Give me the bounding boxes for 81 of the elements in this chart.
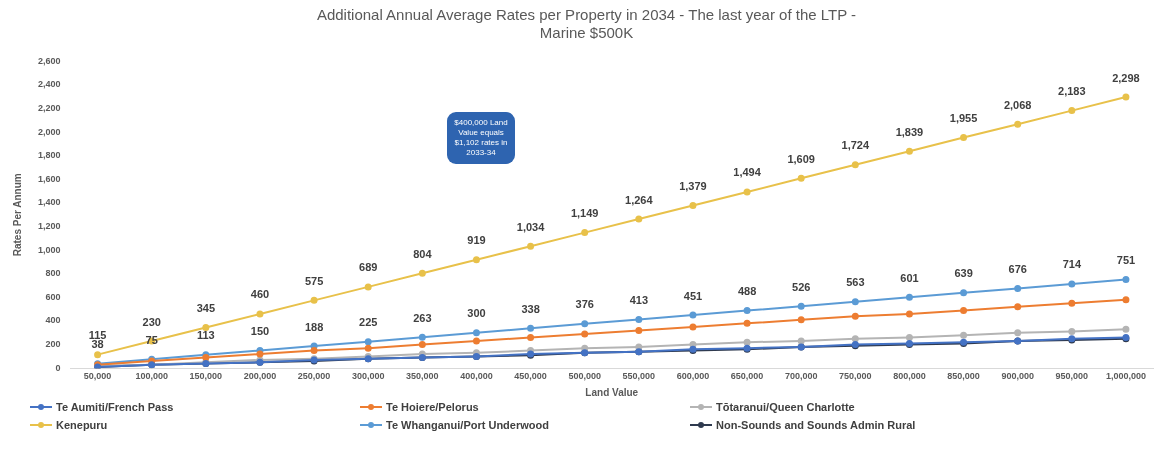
x-tick-label: 650,000	[730, 371, 764, 382]
data-label: 563	[846, 276, 865, 289]
data-label: 1,034	[516, 220, 546, 233]
data-label: 1,609	[787, 152, 815, 165]
data-label: 2,298	[1112, 71, 1140, 84]
data-label: 1,149	[570, 207, 599, 220]
y-tick-label: 1,200	[37, 221, 61, 232]
x-tick-label: 600,000	[676, 371, 710, 382]
x-tick-label: 450,000	[514, 371, 547, 382]
x-tick-label: 350,000	[406, 371, 439, 382]
x-tick-label: 400,000	[460, 371, 493, 382]
data-label: 2,183	[1058, 85, 1086, 98]
callout-box: $400,000 Land Value equals $1,102 rates in 2033-34	[447, 112, 515, 164]
data-label: 1,494	[733, 166, 762, 179]
y-tick-label: 200	[45, 339, 61, 350]
data-label: 113	[196, 329, 215, 342]
data-label: 1,839	[895, 125, 924, 138]
y-tick-label: 0	[55, 362, 61, 373]
data-label: 345	[196, 302, 216, 315]
x-tick-label: 150,000	[189, 371, 223, 382]
data-label: 451	[683, 289, 703, 302]
x-tick-label: 850,000	[947, 371, 980, 382]
x-tick-label: 750,000	[839, 371, 872, 382]
data-label: 2,068	[1003, 98, 1032, 111]
x-tick-label: 900,000	[1001, 371, 1034, 382]
data-label: 689	[359, 261, 378, 274]
chart-title: Additional Annual Average Rates per Property in 2034 - The last year of the LTP - Marine $500K	[315, 6, 858, 43]
data-label: 639	[954, 267, 973, 280]
y-axis-title: Rates Per Annum	[11, 173, 23, 257]
y-tick-label: 1,000	[37, 244, 61, 255]
x-tick-label: 200,000	[243, 371, 277, 382]
y-tick-label: 1,800	[37, 150, 61, 161]
x-tick-label: 250,000	[297, 371, 331, 382]
x-tick-label: 800,000	[893, 371, 926, 382]
data-label: 225	[359, 316, 378, 329]
y-tick-label: 400	[45, 315, 61, 326]
data-label: 714	[1062, 258, 1082, 271]
data-label: 230	[142, 315, 161, 328]
x-tick-label: 50,000	[83, 371, 112, 382]
y-tick-label: 600	[45, 291, 61, 302]
y-tick-label: 2,200	[37, 103, 61, 114]
legend-label: Kenepuru	[56, 419, 108, 431]
data-label: 1,955	[949, 112, 978, 125]
data-label: 751	[1116, 254, 1136, 267]
y-tick-label: 1,400	[37, 197, 61, 208]
data-label: 300	[467, 307, 486, 320]
data-label: 413	[629, 294, 648, 306]
data-label: 575	[304, 274, 324, 287]
y-tick-label: 2,600	[37, 55, 61, 66]
data-label: 460	[250, 288, 270, 301]
data-label: 263	[413, 311, 432, 324]
x-tick-label: 500,000	[568, 371, 601, 382]
data-label: 919	[467, 234, 486, 247]
x-tick-label: 550,000	[622, 371, 656, 382]
data-label: 1,379	[679, 180, 707, 193]
legend-label: Tōtaranui/Queen Charlotte	[716, 401, 855, 413]
y-tick-label: 2,400	[37, 79, 61, 90]
data-label: 188	[304, 320, 324, 333]
data-label: 376	[575, 298, 594, 311]
x-axis-title: Land Value	[585, 386, 639, 398]
data-label: 526	[792, 280, 811, 293]
x-tick-label: 700,000	[784, 371, 818, 382]
data-label: 1,724	[841, 139, 870, 152]
data-label: 150	[250, 325, 270, 338]
x-tick-label: 950,000	[1055, 371, 1089, 382]
data-label: 488	[737, 285, 757, 298]
legend-label: Te Aumiti/French Pass	[56, 401, 174, 413]
data-label: 804	[413, 247, 433, 260]
data-label: 601	[900, 271, 919, 284]
x-tick-label: 1,000,000	[1105, 371, 1146, 382]
y-tick-label: 1,600	[37, 173, 61, 184]
legend-label: Te Hoiere/Pelorus	[386, 401, 479, 413]
legend-label: Non-Sounds and Sounds Admin Rural	[716, 419, 916, 431]
x-tick-label: 300,000	[351, 371, 385, 382]
legend-label: Te Whanganui/Port Underwood	[386, 419, 549, 431]
data-label: 338	[521, 302, 540, 315]
data-label: 676	[1008, 262, 1027, 275]
data-label: 1,264	[625, 193, 654, 206]
y-tick-label: 2,000	[37, 126, 61, 137]
x-tick-label: 100,000	[135, 371, 168, 382]
y-tick-label: 800	[45, 268, 61, 279]
